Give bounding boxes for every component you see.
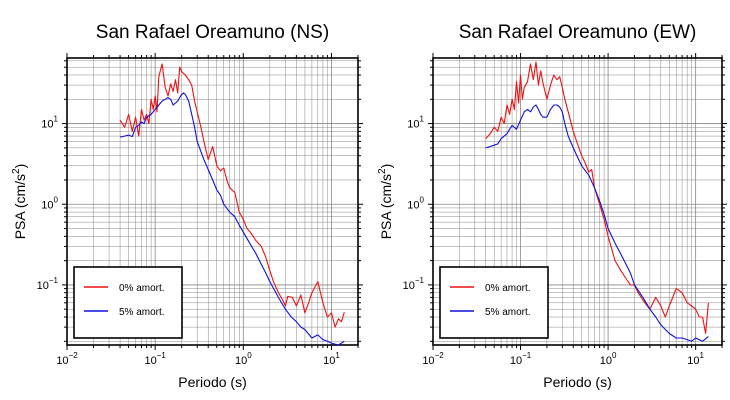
x-tick-base: 10	[510, 355, 522, 367]
y-tick-exp: 0	[54, 195, 59, 204]
x-tick-base: 10	[687, 355, 699, 367]
x-tick-label: 10−2	[422, 351, 444, 367]
y-tick-base: 10	[41, 119, 53, 131]
legend-label: 0% amort.	[119, 283, 165, 294]
legend: 0% amort. 5% amort.	[73, 266, 183, 339]
y-axis-label-sup: 2	[11, 168, 22, 174]
legend: 0% amort. 5% amort.	[439, 266, 549, 339]
y-axis-label-text: PSA (cm/s	[12, 174, 28, 239]
series-line-5pct	[119, 92, 345, 346]
x-tick-label: 100	[235, 351, 252, 367]
y-axis-label-close: )	[378, 164, 394, 169]
plot-frame	[432, 57, 723, 346]
y-tick-base: 10	[403, 280, 415, 292]
x-tick-label: 100	[600, 351, 617, 367]
series-line-5pct	[485, 104, 709, 342]
x-tick-base: 10	[600, 355, 612, 367]
x-tick-label: 101	[323, 351, 340, 367]
x-tick-exp: 1	[700, 351, 705, 360]
x-tick-label: 10−1	[510, 351, 532, 367]
legend-label: 0% amort.	[485, 283, 531, 294]
series-line-0pct	[485, 61, 709, 335]
y-axis-label-sup: 2	[377, 168, 388, 174]
y-tick-exp: 1	[420, 115, 425, 124]
y-tick-label: 10−1	[403, 276, 425, 292]
y-tick-exp: 0	[420, 195, 425, 204]
y-tick-label: 101	[407, 115, 424, 131]
y-tick-label: 100	[407, 195, 424, 211]
y-tick-base: 10	[41, 199, 53, 211]
x-tick-label: 101	[687, 351, 704, 367]
y-axis-label: PSA (cm/s2)	[377, 164, 394, 240]
series-line-0pct	[119, 63, 345, 328]
x-tick-exp: 0	[612, 351, 617, 360]
x-axis-label: Periodo (s)	[543, 374, 611, 390]
x-tick-exp: −1	[157, 351, 167, 360]
x-tick-base: 10	[144, 355, 156, 367]
x-tick-base: 10	[56, 355, 68, 367]
y-tick-label: 10−1	[37, 276, 59, 292]
x-tick-exp: −2	[435, 351, 445, 360]
plot-frame	[66, 57, 359, 346]
x-tick-base: 10	[323, 355, 335, 367]
chart-title: San Rafael Oreamuno (NS)	[96, 22, 329, 43]
x-tick-exp: 0	[247, 351, 252, 360]
y-axis-label-text: PSA (cm/s	[378, 174, 394, 239]
x-axis-label: Periodo (s)	[178, 374, 246, 390]
y-tick-exp: 1	[54, 115, 59, 124]
grid	[66, 58, 359, 345]
legend-label: 5% amort.	[485, 307, 531, 318]
x-tick-label: 10−2	[56, 351, 78, 367]
y-tick-label: 101	[41, 115, 58, 131]
y-tick-base: 10	[407, 119, 419, 131]
y-axis-label-close: )	[12, 164, 28, 169]
x-tick-exp: 1	[335, 351, 340, 360]
x-tick-base: 10	[422, 355, 434, 367]
y-tick-base: 10	[407, 199, 419, 211]
x-tick-base: 10	[235, 355, 247, 367]
legend-box	[439, 266, 549, 339]
x-tick-exp: −1	[522, 351, 532, 360]
legend-box	[73, 266, 183, 339]
x-tick-label: 10−1	[144, 351, 166, 367]
x-tick-exp: −2	[69, 351, 79, 360]
y-tick-exp: −1	[49, 276, 59, 285]
legend-label: 5% amort.	[119, 307, 165, 318]
y-axis-label: PSA (cm/s2)	[11, 164, 28, 240]
chart-title: San Rafael Oreamuno (EW)	[459, 22, 697, 43]
y-tick-exp: −1	[415, 276, 425, 285]
y-tick-base: 10	[37, 280, 49, 292]
y-tick-label: 100	[41, 195, 58, 211]
